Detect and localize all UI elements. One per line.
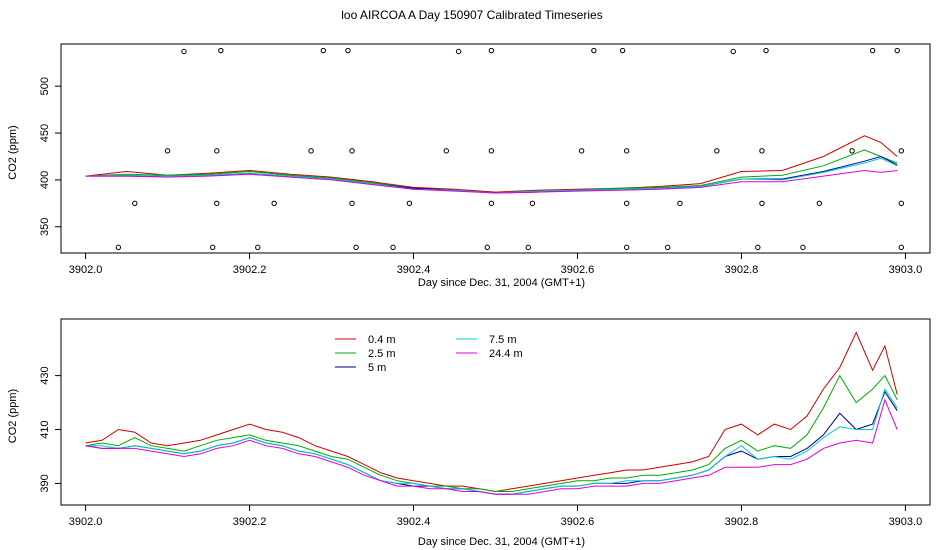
flag-point xyxy=(578,148,585,154)
flag-point xyxy=(529,200,536,207)
flag-point xyxy=(455,48,462,55)
flag-point xyxy=(759,148,765,154)
flag-point xyxy=(894,47,900,54)
x-tick-label: 3902.6 xyxy=(561,516,595,528)
x-tick-label: 3902.8 xyxy=(725,264,759,276)
x-axis-label: Day since Dec. 31, 2004 (GMT+1) xyxy=(418,277,585,289)
flag-point xyxy=(255,244,261,251)
plot-frame xyxy=(60,43,931,254)
flag-point xyxy=(115,244,122,251)
flag-point xyxy=(488,200,495,207)
x-tick-label: 3902.0 xyxy=(69,516,103,528)
flag-point xyxy=(525,244,531,251)
x-tick-label: 3902.8 xyxy=(725,516,759,528)
flag-point xyxy=(763,47,769,54)
flag-point xyxy=(755,244,761,251)
top-panel: 3902.0 3902.2 3902.4 3902.6 3902.8 3903.0 350 4… xyxy=(7,43,931,289)
legend-label: 7.5 m xyxy=(489,334,517,346)
y-axis-label: CO2 (ppm) xyxy=(7,389,19,443)
flag-point xyxy=(345,47,351,54)
flag-point xyxy=(132,200,138,207)
y-tick-label: 410 xyxy=(39,420,51,438)
legend-label: 5 m xyxy=(368,362,386,374)
y-tick-label: 430 xyxy=(39,366,51,384)
flag-point xyxy=(623,244,630,251)
flag-point xyxy=(714,148,720,154)
flag-point xyxy=(623,200,630,207)
flag-point xyxy=(214,200,220,207)
y-tick-label: 500 xyxy=(39,77,51,95)
legend-label: 24.4 m xyxy=(489,348,523,360)
flag-point xyxy=(214,148,220,154)
figure-title: loo AIRCOA A Day 150907 Calibrated Times… xyxy=(341,8,602,22)
series-line-24-4-m xyxy=(85,398,898,495)
flag-point xyxy=(869,47,876,54)
y-tick-label: 450 xyxy=(39,124,51,142)
legend-label: 2.5 m xyxy=(368,348,396,360)
x-tick-label: 3902.4 xyxy=(397,516,431,528)
x-axis-label: Day since Dec. 31, 2004 (GMT+1) xyxy=(418,536,585,548)
flag-point xyxy=(623,148,630,154)
series-line-2-5-m xyxy=(85,374,898,492)
series-line-4 xyxy=(85,169,898,194)
flag-point xyxy=(271,200,277,207)
flag-point xyxy=(898,244,905,251)
flag-point xyxy=(677,200,683,207)
flag-point xyxy=(591,47,597,54)
series-line-7-5-m xyxy=(85,387,898,495)
y-tick-label: 350 xyxy=(39,218,51,236)
x-tick-label: 3903.0 xyxy=(889,264,923,276)
flag-point xyxy=(664,244,671,251)
plot-frame xyxy=(60,318,931,506)
flag-point xyxy=(443,148,450,154)
flag-point xyxy=(349,148,355,154)
flag-point xyxy=(898,148,905,154)
flag-point xyxy=(218,47,224,54)
flag-point xyxy=(390,244,396,251)
flag-point xyxy=(619,47,626,54)
x-tick-label: 3902.2 xyxy=(233,264,267,276)
x-tick-label: 3902.6 xyxy=(561,264,595,276)
flag-point xyxy=(759,200,765,207)
x-tick-label: 3902.2 xyxy=(233,516,267,528)
flag-point xyxy=(484,244,491,251)
y-tick-label: 400 xyxy=(39,171,51,189)
flag-point xyxy=(488,148,495,154)
flag-point xyxy=(800,244,806,251)
flag-point xyxy=(181,48,187,55)
flag-point xyxy=(488,47,495,54)
flag-point xyxy=(406,200,413,207)
flag-point xyxy=(320,47,327,54)
flag-point xyxy=(349,200,355,207)
y-axis-label: CO2 (ppm) xyxy=(7,125,19,179)
legend-label: 0.4 m xyxy=(368,334,396,346)
flag-point xyxy=(898,200,905,207)
flag-point xyxy=(816,200,823,207)
flag-point xyxy=(730,48,736,55)
flag-point xyxy=(353,244,359,251)
x-tick-label: 3902.4 xyxy=(397,264,431,276)
x-tick-label: 3903.0 xyxy=(889,516,923,528)
flag-point xyxy=(209,244,216,251)
series-line-0 xyxy=(85,135,898,193)
bottom-panel: 3902.0 3902.2 3902.4 3902.6 3902.8 3903.0 390 4… xyxy=(7,318,931,548)
flag-point xyxy=(164,148,171,154)
flag-point xyxy=(849,148,855,154)
flag-point xyxy=(308,148,314,154)
series-line-1 xyxy=(85,149,898,194)
y-tick-label: 390 xyxy=(39,474,51,492)
x-tick-label: 3902.0 xyxy=(69,264,103,276)
